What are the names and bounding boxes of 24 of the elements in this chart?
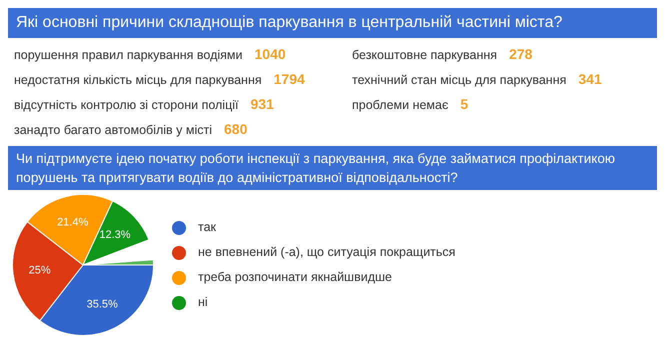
data-label: 1794 bbox=[274, 70, 305, 89]
category-label: недостатня кількість місць для паркування bbox=[14, 72, 262, 89]
data-label: 278 bbox=[509, 45, 532, 64]
data-label: 21.4% bbox=[57, 216, 88, 229]
category-label: відсутність контролю зі сторони поліції bbox=[14, 97, 238, 114]
data-label: 680 bbox=[224, 120, 248, 139]
legend-label: так bbox=[198, 219, 216, 236]
legend-label: треба розпочинати якнайшвидше bbox=[198, 269, 392, 286]
chart-title: Чи підтримуєте ідею початку роботи інспекції з паркування, яка буде займатися профілактикою порушень та притягувати водіїв до адміністративної відповідальності? bbox=[8, 146, 657, 190]
category-label: безкоштовне паркування bbox=[352, 47, 498, 64]
legend-label: не впевнений (-а), що ситуація покращиться bbox=[198, 244, 456, 261]
category-label: технічний стан місць для паркування bbox=[352, 72, 566, 89]
data-label: 931 bbox=[250, 95, 274, 114]
category-label: проблеми немає bbox=[352, 97, 448, 114]
category-label: порушення правил паркування водіями bbox=[14, 47, 242, 64]
legend-label: ні bbox=[198, 294, 208, 311]
text: Які основні причини складнощів паркування в центральній частині міста? bbox=[8, 8, 657, 38]
data-label: 25% bbox=[28, 264, 51, 277]
data-label: 341 bbox=[578, 70, 602, 89]
data-label: 12.3% bbox=[99, 229, 131, 242]
data-label: 5 bbox=[460, 95, 468, 114]
data-label: 35.5% bbox=[86, 298, 118, 310]
data-label: 1040 bbox=[254, 45, 286, 64]
category-label: занадто багато автомобілів у місті bbox=[14, 122, 212, 139]
